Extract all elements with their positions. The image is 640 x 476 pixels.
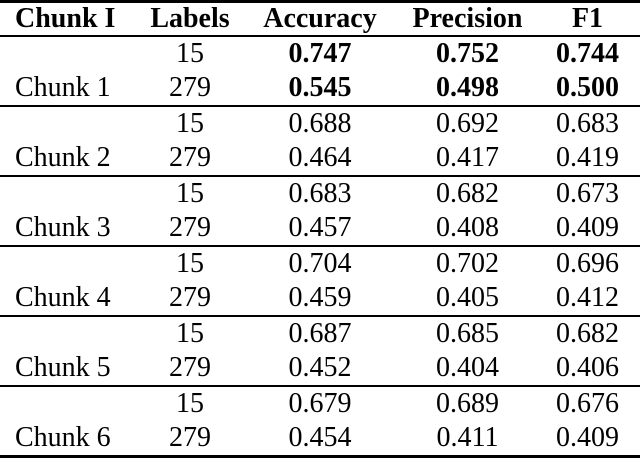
labels-cell: 15 [176,108,204,139]
labels-cell: 15 [176,248,204,279]
header-chunk: Chunk I [15,3,116,34]
table-row: Chunk 4 279 0.459 0.405 0.412 [0,281,640,316]
section-chunk-4: 15 0.704 0.702 0.696 Chunk 4 279 0.459 0… [0,246,640,316]
chunk-cell [0,386,140,421]
table-row: 15 0.683 0.682 0.673 [0,176,640,211]
f1-cell: 0.419 [556,142,619,173]
table-row: Chunk 1 279 0.545 0.498 0.500 [0,71,640,106]
table-row: Chunk 3 279 0.457 0.408 0.409 [0,211,640,246]
labels-cell: 279 [169,282,211,313]
chunk-cell: Chunk 2 [15,142,111,173]
f1-cell: 0.406 [556,352,619,383]
accuracy-cell: 0.679 [288,388,352,419]
section-chunk-3: 15 0.683 0.682 0.673 Chunk 3 279 0.457 0… [0,176,640,246]
accuracy-cell: 0.459 [288,282,352,313]
labels-cell: 279 [169,142,211,173]
labels-cell: 15 [176,388,204,419]
precision-cell: 0.692 [436,108,499,139]
precision-cell: 0.404 [436,352,499,383]
labels-cell: 15 [176,178,204,209]
precision-cell: 0.405 [436,282,499,313]
chunk-cell: Chunk 3 [15,212,111,243]
accuracy-cell: 0.683 [288,178,352,209]
f1-cell: 0.696 [556,248,619,279]
section-chunk-5: 15 0.687 0.685 0.682 Chunk 5 279 0.452 0… [0,316,640,386]
accuracy-cell: 0.688 [288,108,352,139]
table-row: Chunk 6 279 0.454 0.411 0.409 [0,421,640,456]
chunk-cell [0,246,140,281]
accuracy-cell: 0.452 [288,352,352,383]
header-precision: Precision [412,3,523,34]
f1-cell: 0.682 [556,318,619,349]
header-row: Chunk I Labels Accuracy Precision F1 [0,2,640,36]
f1-cell: 0.409 [556,421,619,453]
accuracy-cell: 0.454 [288,421,352,453]
labels-cell: 279 [169,352,211,383]
precision-cell: 0.682 [436,178,499,209]
chunk-cell [0,316,140,351]
f1-cell: 0.676 [556,388,619,419]
table-row: 15 0.679 0.689 0.676 [0,386,640,421]
table-row: 15 0.687 0.685 0.682 [0,316,640,351]
header-f1: F1 [571,3,604,34]
header-labels: Labels [150,3,230,34]
precision-cell: 0.498 [436,72,499,103]
accuracy-cell: 0.457 [288,212,352,243]
accuracy-cell: 0.687 [288,318,352,349]
chunk-cell: Chunk 6 [15,421,111,453]
chunk-cell [0,106,140,141]
labels-cell: 279 [169,72,211,103]
table-row: 15 0.747 0.752 0.744 [0,36,640,71]
f1-cell: 0.683 [556,108,619,139]
section-chunk-2: 15 0.688 0.692 0.683 Chunk 2 279 0.464 0… [0,106,640,176]
f1-cell: 0.744 [556,38,619,69]
section-chunk-6: 15 0.679 0.689 0.676 Chunk 6 279 0.454 0… [0,386,640,456]
precision-cell: 0.411 [436,421,499,453]
precision-cell: 0.702 [436,248,499,279]
chunk-cell: Chunk 1 [15,72,111,103]
accuracy-cell: 0.464 [288,142,352,173]
table-row: 15 0.704 0.702 0.696 [0,246,640,281]
f1-cell: 0.500 [556,72,619,103]
table-row: 15 0.688 0.692 0.683 [0,106,640,141]
precision-cell: 0.685 [436,318,499,349]
precision-cell: 0.417 [436,142,499,173]
f1-cell: 0.412 [556,282,619,313]
section-chunk-1: 15 0.747 0.752 0.744 Chunk 1 279 0.545 0… [0,36,640,106]
f1-cell: 0.673 [556,178,619,209]
precision-cell: 0.689 [436,388,499,419]
chunk-cell: Chunk 4 [15,282,111,313]
chunk-cell [0,36,140,71]
labels-cell: 279 [169,421,211,453]
chunk-cell [0,176,140,211]
chunk-cell: Chunk 5 [15,352,111,383]
labels-cell: 15 [176,38,204,69]
precision-cell: 0.752 [436,38,499,69]
accuracy-cell: 0.545 [288,72,352,103]
header-accuracy: Accuracy [263,3,377,34]
table-row: Chunk 5 279 0.452 0.404 0.406 [0,351,640,386]
labels-cell: 15 [176,318,204,349]
results-table: Chunk I Labels Accuracy Precision F1 15 … [0,0,640,458]
labels-cell: 279 [169,212,211,243]
precision-cell: 0.408 [436,212,499,243]
accuracy-cell: 0.704 [288,248,352,279]
table-row: Chunk 2 279 0.464 0.417 0.419 [0,141,640,176]
f1-cell: 0.409 [556,212,619,243]
accuracy-cell: 0.747 [288,38,352,69]
